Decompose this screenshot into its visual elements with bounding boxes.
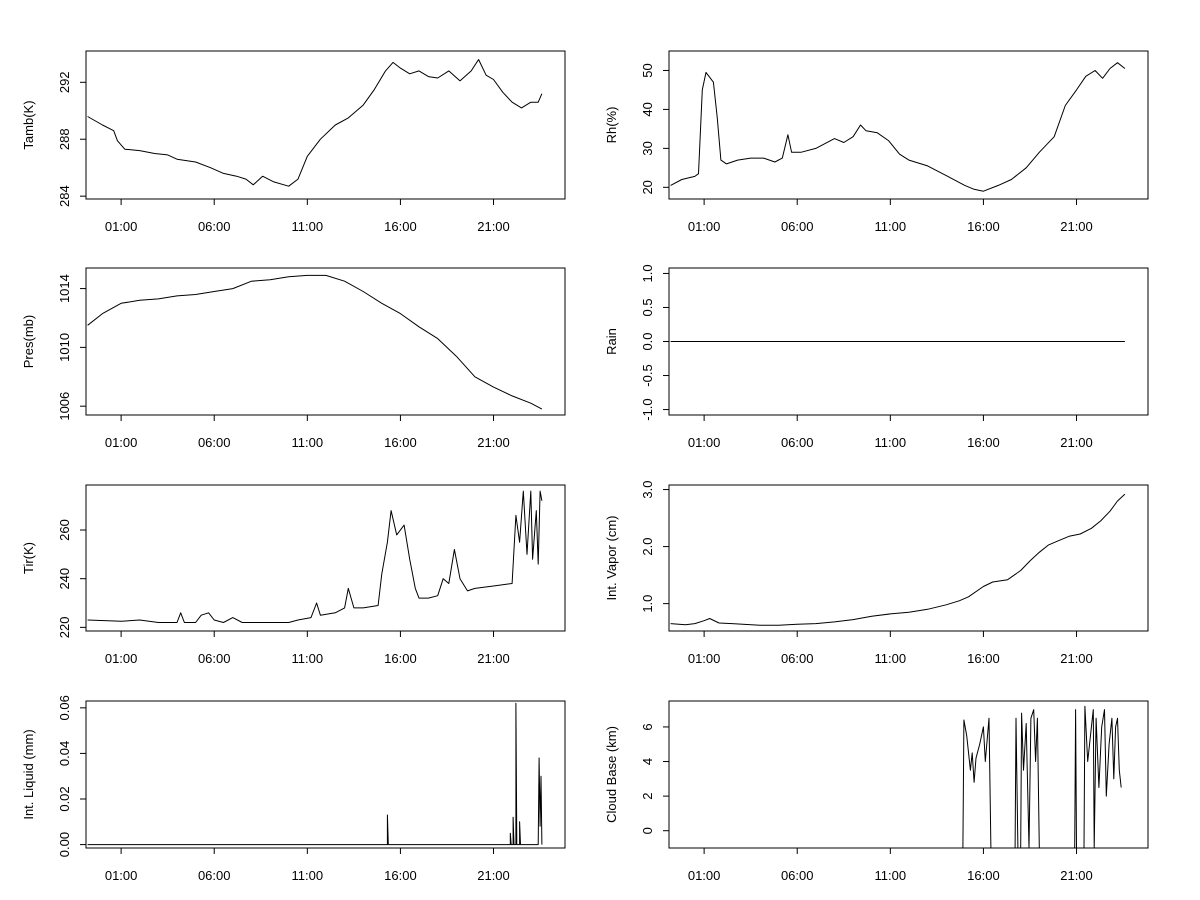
x-tick-label: 11:00	[292, 868, 324, 883]
y-tick-label: 288	[57, 128, 72, 150]
y-tick-label: 0.00	[57, 832, 72, 857]
x-tick-label: 21:00	[1060, 219, 1093, 234]
series-line	[670, 62, 1126, 192]
x-tick-label: 06:00	[781, 651, 814, 666]
series-line	[87, 274, 543, 410]
plot-frame	[85, 267, 566, 416]
y-axis-title: Pres(mb)	[21, 315, 36, 368]
y-tick-label: 292	[57, 71, 72, 93]
y-tick-label: 40	[640, 102, 655, 116]
y-tick-label: 240	[57, 568, 72, 590]
x-tick-label: 01:00	[105, 651, 138, 666]
x-tick-label: 11:00	[292, 219, 324, 234]
x-tick-label: 21:00	[477, 219, 510, 234]
y-tick-label: 1.0	[640, 264, 655, 282]
y-tick-label: 2.0	[640, 538, 655, 556]
y-tick-label: 284	[57, 185, 72, 207]
y-tick-label: 0.06	[57, 695, 72, 720]
panel-5: 01:00 06:00 11:00 16:00 21:00 220 240 260 Tir(K)	[21, 484, 566, 666]
x-tick-label: 06:00	[198, 219, 231, 234]
y-tick-label: 220	[57, 616, 72, 638]
y-tick-label: 1014	[57, 274, 72, 303]
x-tick-label: 21:00	[1060, 651, 1093, 666]
plot-frame	[85, 700, 566, 849]
series-line	[670, 493, 1126, 626]
x-tick-label: 16:00	[384, 435, 417, 450]
x-tick-label: 01:00	[688, 219, 721, 234]
y-tick-label: 50	[640, 63, 655, 77]
y-tick-label: 20	[640, 180, 655, 194]
x-tick-label: 16:00	[384, 219, 417, 234]
x-tick-label: 11:00	[875, 435, 907, 450]
plot-frame	[668, 50, 1149, 200]
y-tick-label: 1006	[57, 392, 72, 421]
x-tick-label: 11:00	[875, 868, 907, 883]
y-axis-title: Rain	[604, 328, 619, 355]
y-axis-title: Tamb(K)	[21, 100, 36, 149]
x-tick-label: 06:00	[198, 651, 231, 666]
series-line	[87, 702, 543, 846]
x-tick-label: 01:00	[688, 868, 721, 883]
x-tick-label: 11:00	[292, 651, 324, 666]
y-tick-label: 1010	[57, 333, 72, 362]
panel-3: 01:00 06:00 11:00 16:00 21:00 1006 1010 1014 Pre…	[21, 267, 566, 450]
y-axis-title: Tir(K)	[21, 542, 36, 574]
series-line	[87, 59, 543, 187]
panel-2: 01:00 06:00 11:00 16:00 21:00 20 30 40 50 Rh(%)	[604, 50, 1149, 234]
x-tick-label: 16:00	[967, 435, 1000, 450]
y-tick-label: 0.02	[57, 786, 72, 811]
x-tick-label: 01:00	[688, 651, 721, 666]
y-tick-label: 4	[640, 758, 655, 765]
y-tick-label: 6	[640, 723, 655, 730]
y-axis-title: Rh(%)	[604, 107, 619, 144]
y-tick-label: 260	[57, 519, 72, 541]
x-tick-label: 16:00	[967, 651, 1000, 666]
x-tick-label: 21:00	[1060, 868, 1093, 883]
y-axis-title: Int. Vapor (cm)	[604, 515, 619, 600]
y-tick-label: 3.0	[640, 481, 655, 499]
panel-7: 01:00 06:00 11:00 16:00 21:00 0.00 0.02 0.04 0.0…	[21, 695, 566, 883]
x-tick-label: 16:00	[967, 868, 1000, 883]
x-tick-label: 06:00	[781, 868, 814, 883]
x-tick-label: 01:00	[105, 219, 138, 234]
y-tick-label: -0.5	[640, 364, 655, 386]
x-tick-label: 21:00	[1060, 435, 1093, 450]
plot-frame	[668, 484, 1149, 632]
y-tick-label: 0.04	[57, 741, 72, 766]
y-tick-label: 1.0	[640, 595, 655, 613]
series-line	[87, 490, 543, 623]
y-tick-label: -1.0	[640, 398, 655, 420]
series-line	[670, 705, 1122, 849]
x-tick-label: 01:00	[688, 435, 721, 450]
x-tick-label: 21:00	[477, 651, 510, 666]
x-tick-label: 16:00	[384, 868, 417, 883]
y-axis-title: Int. Liquid (mm)	[21, 729, 36, 819]
x-tick-label: 16:00	[967, 219, 1000, 234]
x-tick-label: 11:00	[875, 651, 907, 666]
y-tick-label: 0.5	[640, 298, 655, 316]
x-tick-label: 06:00	[781, 435, 814, 450]
panel-6: 01:00 06:00 11:00 16:00 21:00 1.0 2.0 3.0 Int. V…	[604, 481, 1149, 666]
x-tick-label: 21:00	[477, 435, 510, 450]
panel-8: 01:00 06:00 11:00 16:00 21:00 0 2 4 6 Cloud Base …	[604, 700, 1149, 883]
plot-frame	[85, 484, 566, 632]
y-tick-label: 0.0	[640, 332, 655, 350]
x-tick-label: 11:00	[292, 435, 324, 450]
y-tick-label: 30	[640, 141, 655, 155]
x-tick-label: 16:00	[384, 651, 417, 666]
x-tick-label: 01:00	[105, 868, 138, 883]
x-tick-label: 01:00	[105, 435, 138, 450]
x-tick-label: 06:00	[198, 435, 231, 450]
x-tick-label: 06:00	[198, 868, 231, 883]
y-axis-title: Cloud Base (km)	[604, 726, 619, 823]
panel-1: 01:00 06:00 11:00 16:00 21:00 284 288 292 Tamb(K…	[21, 50, 566, 234]
x-tick-label: 06:00	[781, 219, 814, 234]
y-tick-label: 2	[640, 793, 655, 800]
y-tick-label: 0	[640, 827, 655, 834]
x-tick-label: 11:00	[875, 219, 907, 234]
x-tick-label: 21:00	[477, 868, 510, 883]
plot-frame	[85, 50, 566, 200]
panel-4: 01:00 06:00 11:00 16:00 21:00 -1.0 -0.5 0.0 0.5 1…	[604, 264, 1149, 450]
